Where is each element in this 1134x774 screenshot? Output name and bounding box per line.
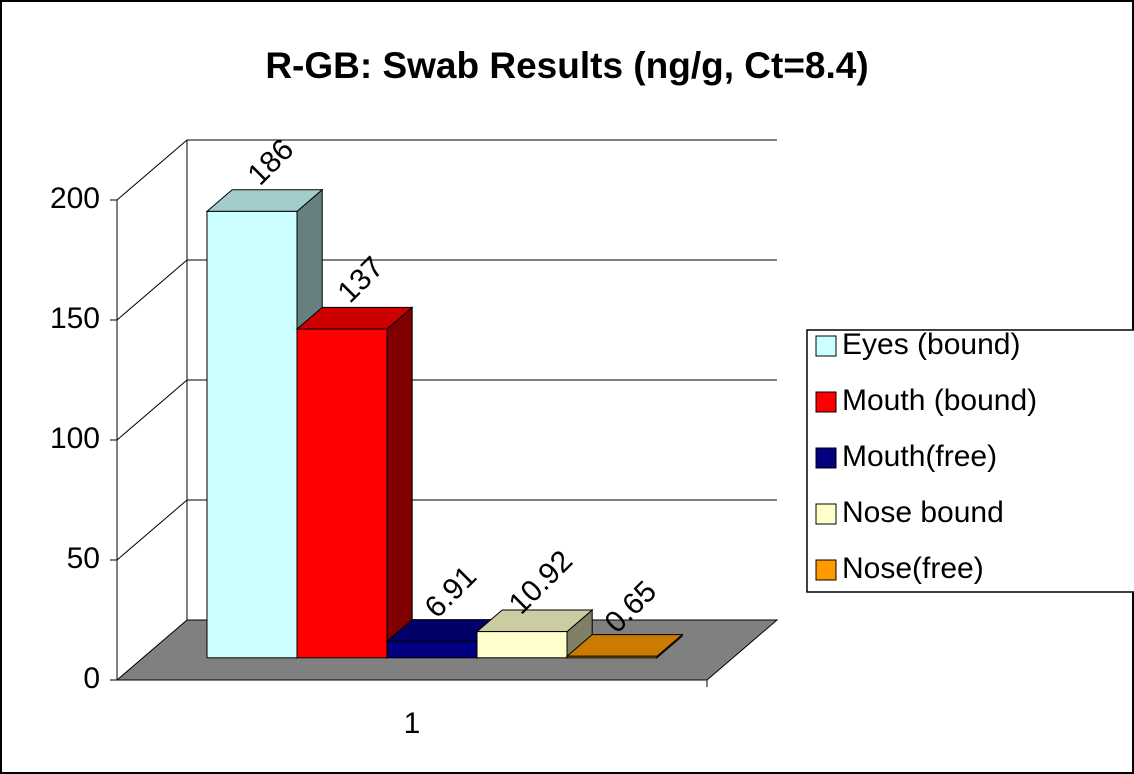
x-tick-label: 1 (404, 707, 421, 740)
legend-label: Nose bound (842, 496, 1004, 529)
y-tick-label: 150 (50, 302, 100, 335)
y-tick-label: 200 (50, 182, 100, 215)
legend-swatch (815, 447, 837, 469)
y-tick-label: 0 (83, 662, 100, 695)
bar-side (386, 306, 413, 659)
y-tick-label: 100 (50, 422, 100, 455)
legend-swatch (815, 335, 837, 357)
legend-swatch (815, 559, 837, 581)
y-tick-label: 50 (67, 542, 100, 575)
bar (476, 631, 568, 659)
bar (566, 655, 658, 659)
bar (386, 640, 478, 659)
legend-box (806, 329, 1134, 593)
legend-label: Mouth(free) (842, 440, 997, 473)
legend-swatch (815, 391, 837, 413)
legend-swatch (815, 503, 837, 525)
bar (296, 328, 388, 659)
chart-title: R-GB: Swab Results (ng/g, Ct=8.4) (265, 45, 868, 86)
bar (206, 210, 298, 659)
legend-label: Nose(free) (842, 552, 984, 585)
legend-label: Eyes (bound) (842, 328, 1020, 361)
legend-label: Mouth (bound) (842, 384, 1037, 417)
